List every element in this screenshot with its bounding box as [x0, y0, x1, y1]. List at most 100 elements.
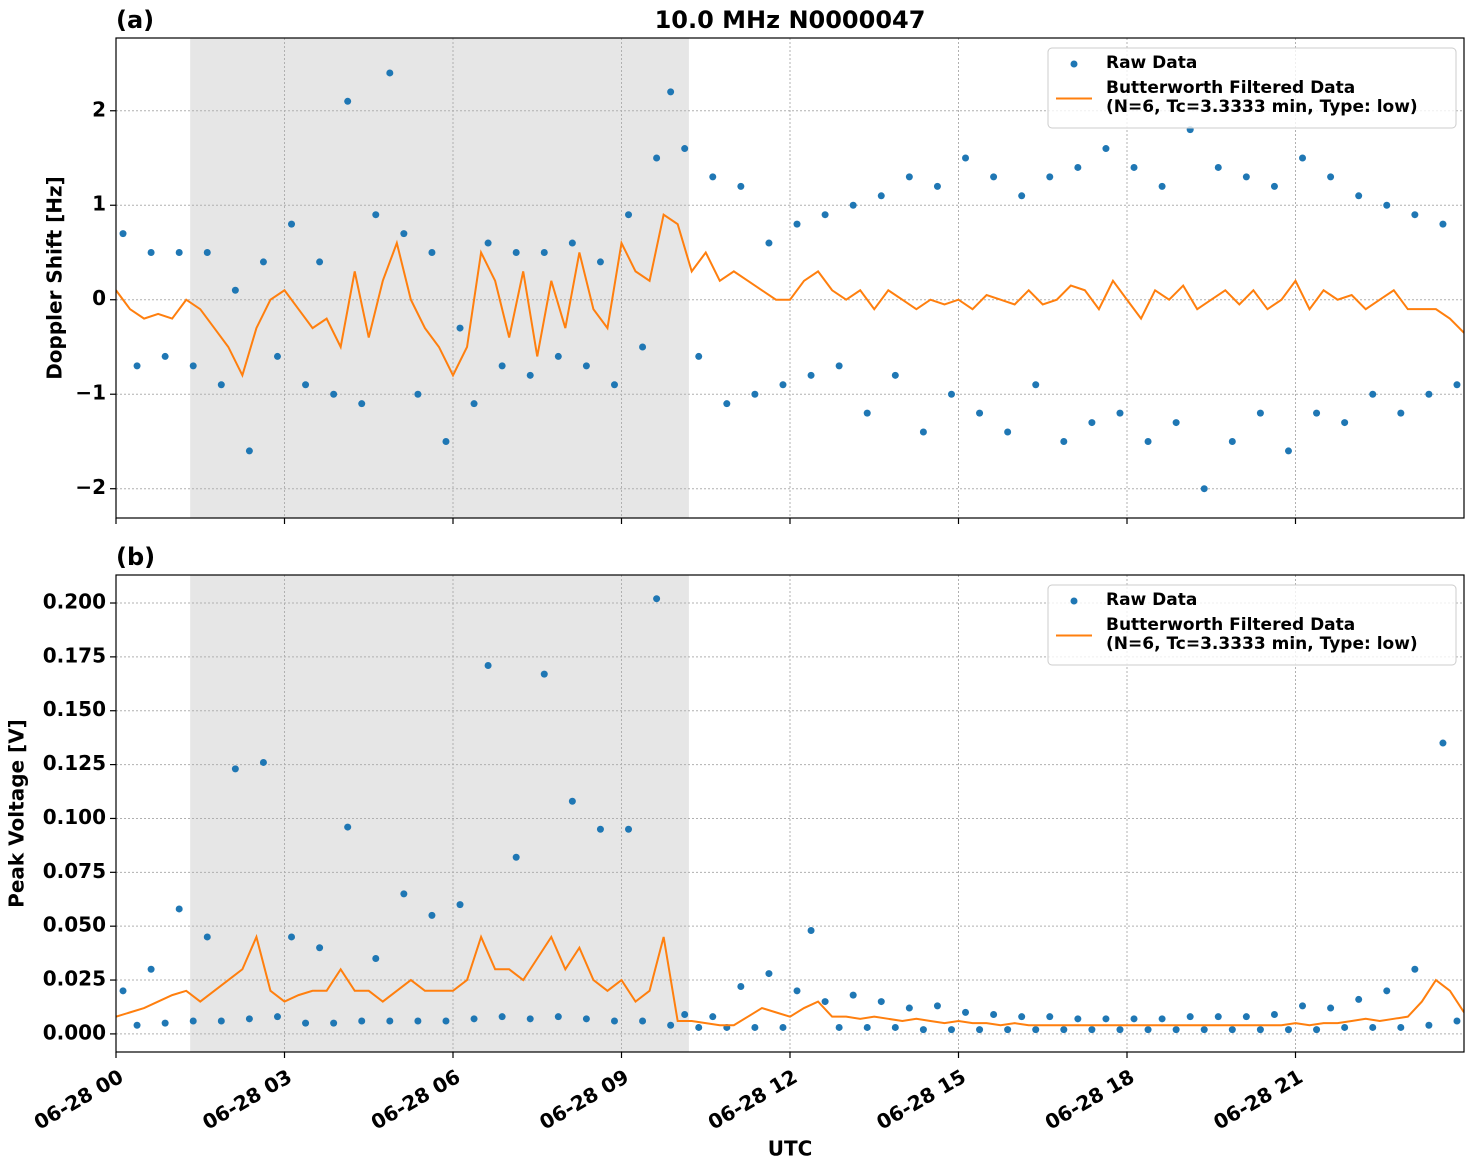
raw-point: [1369, 390, 1377, 398]
raw-point: [526, 1015, 534, 1023]
raw-point: [484, 239, 492, 247]
raw-point: [119, 230, 127, 238]
panel-label: (a): [116, 6, 154, 34]
raw-point: [1299, 154, 1307, 162]
raw-point: [1158, 182, 1166, 190]
raw-point: [428, 248, 436, 256]
raw-point: [1453, 1017, 1461, 1025]
raw-point: [161, 1019, 169, 1027]
raw-point: [1116, 409, 1124, 417]
raw-point: [807, 926, 815, 934]
raw-point: [1341, 1023, 1349, 1031]
panel-label: (b): [116, 543, 155, 571]
raw-point: [175, 248, 183, 256]
raw-point: [189, 362, 197, 370]
raw-point: [1214, 1013, 1222, 1021]
raw-point: [1172, 1026, 1180, 1034]
raw-point: [400, 230, 408, 238]
raw-point: [1453, 381, 1461, 389]
raw-point: [1411, 211, 1419, 219]
legend-label: Butterworth Filtered Data (N=6, Tc=3.333…: [1106, 615, 1418, 654]
raw-point: [1425, 1021, 1433, 1029]
raw-point: [863, 1023, 871, 1031]
data-layer: [116, 595, 1464, 1034]
raw-point: [863, 409, 871, 417]
raw-point: [456, 901, 464, 909]
raw-point: [1088, 419, 1096, 427]
raw-point: [1256, 409, 1264, 417]
raw-point: [793, 987, 801, 995]
raw-point: [582, 1015, 590, 1023]
raw-point: [372, 954, 380, 962]
y-tick-label: 0.125: [43, 751, 106, 775]
raw-point: [751, 1023, 759, 1031]
raw-point: [877, 192, 885, 200]
raw-point: [512, 853, 520, 861]
raw-point: [765, 239, 773, 247]
x-tick-label: 06-28 15: [872, 1064, 970, 1134]
raw-point: [456, 324, 464, 332]
raw-point: [933, 182, 941, 190]
raw-point: [1144, 1026, 1152, 1034]
raw-point: [344, 823, 352, 831]
raw-point: [498, 1013, 506, 1021]
x-tick-label: 06-28 18: [1041, 1064, 1139, 1134]
raw-point: [905, 1004, 913, 1012]
raw-point: [568, 797, 576, 805]
raw-point: [723, 400, 731, 408]
shaded-span: [190, 38, 689, 518]
raw-point: [1355, 995, 1363, 1003]
raw-point: [133, 362, 141, 370]
filtered-line: [116, 933, 1464, 1027]
raw-point: [358, 1017, 366, 1025]
raw-point: [1256, 1026, 1264, 1034]
y-tick-label: −2: [75, 475, 106, 499]
raw-point: [667, 88, 675, 96]
raw-point: [302, 381, 310, 389]
raw-point: [512, 248, 520, 256]
raw-point: [1284, 447, 1292, 455]
raw-point: [259, 258, 267, 266]
x-tick-label: 06-28 09: [535, 1064, 633, 1134]
raw-point: [1214, 163, 1222, 171]
raw-point: [273, 352, 281, 360]
legend-label: Butterworth Filtered Data (N=6, Tc=3.333…: [1106, 78, 1418, 117]
raw-point: [639, 343, 647, 351]
raw-point: [1242, 173, 1250, 181]
raw-point: [1270, 1011, 1278, 1019]
axes-frame: [115, 37, 1465, 519]
legend-box: [1047, 584, 1457, 666]
raw-point: [1074, 163, 1082, 171]
shaded-span: [190, 575, 689, 1052]
y-tick-label: 0.100: [43, 805, 106, 829]
raw-point: [470, 400, 478, 408]
raw-point: [1018, 1013, 1026, 1021]
raw-point: [1032, 1026, 1040, 1034]
raw-point: [217, 1017, 225, 1025]
raw-point: [681, 145, 689, 153]
raw-point: [1228, 437, 1236, 445]
raw-point: [1425, 390, 1433, 398]
raw-point: [245, 447, 253, 455]
raw-point: [1369, 1023, 1377, 1031]
raw-point: [414, 390, 422, 398]
raw-point: [1172, 419, 1180, 427]
x-axis-label: UTC: [768, 1137, 813, 1161]
raw-point: [1060, 437, 1068, 445]
raw-point: [596, 258, 604, 266]
raw-point: [1102, 1015, 1110, 1023]
x-tick-label: 06-28 06: [367, 1064, 465, 1134]
raw-point: [273, 1013, 281, 1021]
raw-point: [1397, 409, 1405, 417]
raw-point: [1046, 1013, 1054, 1021]
raw-point: [596, 825, 604, 833]
raw-point: [709, 1013, 717, 1021]
raw-point: [161, 352, 169, 360]
raw-point: [1327, 173, 1335, 181]
raw-point: [288, 220, 296, 228]
raw-point: [400, 890, 408, 898]
raw-point: [891, 371, 899, 379]
raw-point: [1102, 145, 1110, 153]
